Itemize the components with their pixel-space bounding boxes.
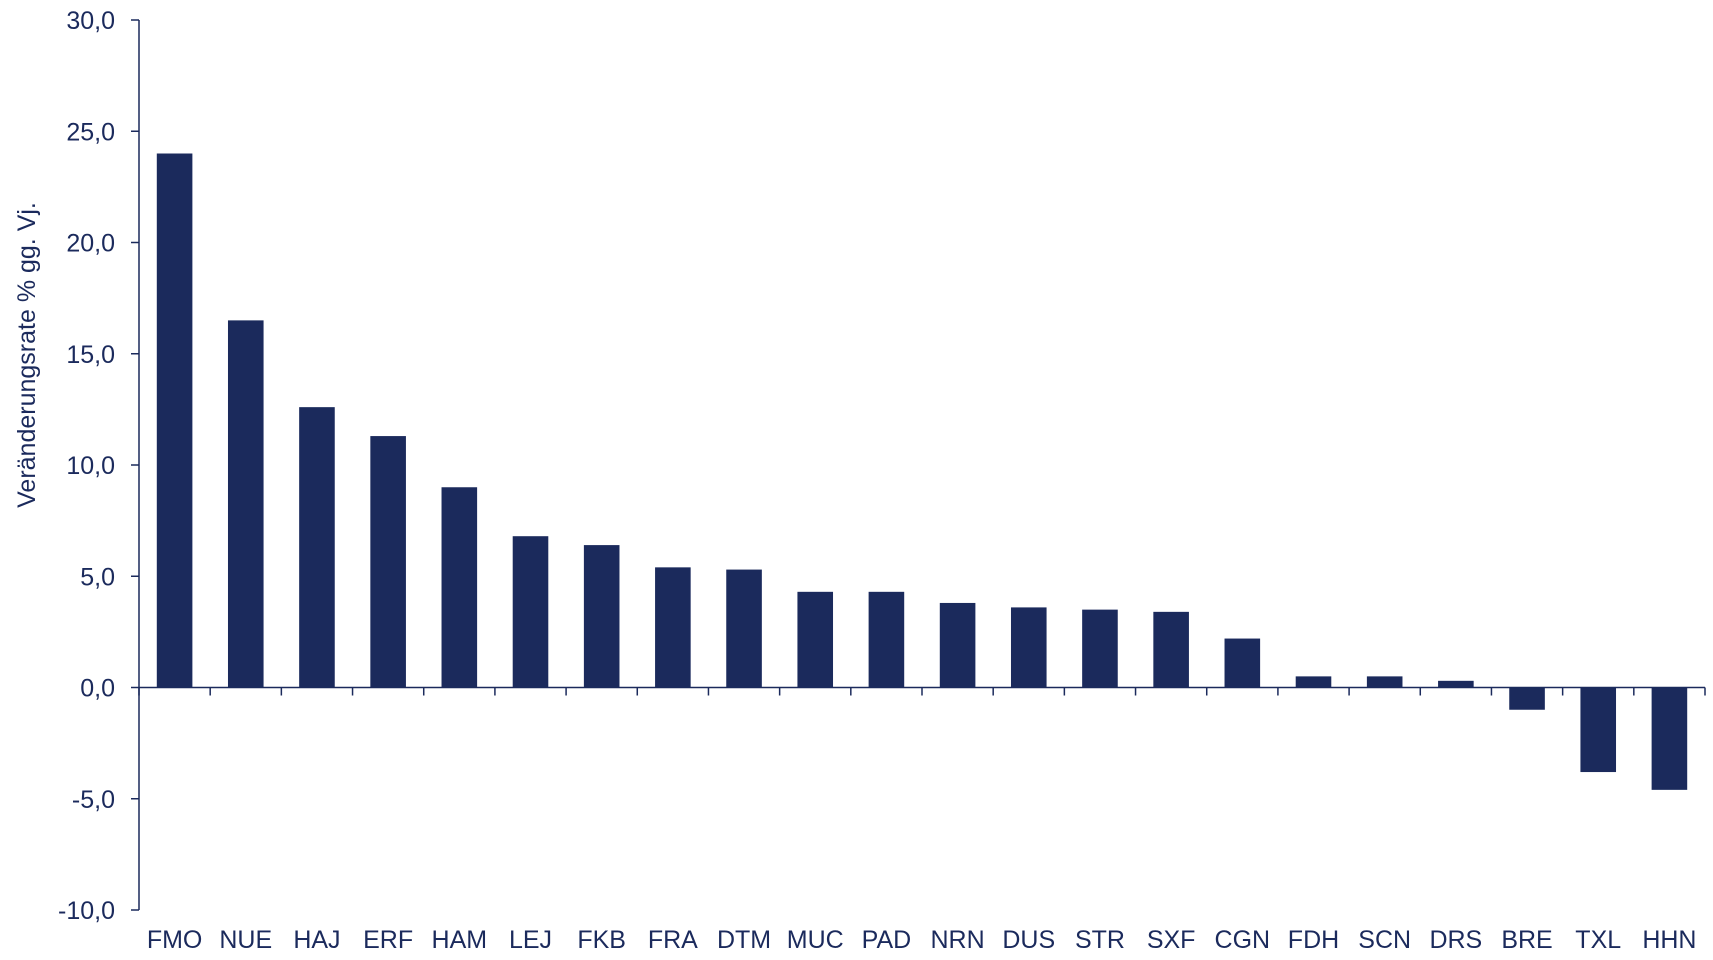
y-tick-label: 25,0 [66, 118, 115, 146]
bars [156, 153, 1688, 790]
bar-scn [1366, 676, 1403, 688]
bar-dtm [726, 569, 762, 688]
bar-muc [797, 591, 834, 688]
x-tick-label: FDH [1288, 926, 1339, 954]
x-tick-label: MUC [787, 926, 844, 954]
y-tick-label: 0,0 [80, 675, 115, 703]
x-tick-label: FKB [577, 926, 626, 954]
bar-haj [299, 407, 335, 688]
bar-hhn [1651, 687, 1688, 790]
bar-fmo [156, 153, 193, 688]
bar-cgn [1224, 638, 1261, 688]
x-tick-label: BRE [1501, 926, 1552, 954]
x-tick-label: PAD [862, 926, 912, 954]
x-tick-label: FRA [648, 926, 698, 954]
x-axis: FMO NUE HAJ ERF HAM LEJ FKB FRA DTM MUC PAD NRN DUS S… [138, 686, 1706, 954]
bar-ham [441, 487, 478, 688]
bar-lej [512, 536, 549, 688]
bar-bre [1509, 687, 1545, 710]
x-tick-label: SCN [1358, 926, 1411, 954]
x-tick-label: STR [1075, 926, 1125, 954]
y-tick-label: 20,0 [66, 230, 115, 258]
x-tick-label: SXF [1147, 926, 1196, 954]
y-tick-label: 5,0 [80, 563, 115, 591]
x-tick-label: HAM [432, 926, 488, 954]
y-tick-label: 15,0 [66, 341, 115, 369]
y-tick-label: -10,0 [58, 897, 115, 925]
x-tick-label: LEJ [509, 926, 552, 954]
x-tick-label: ERF [363, 926, 413, 954]
x-tick-label: DTM [717, 926, 771, 954]
bar-nrn [939, 602, 976, 688]
bar-txl [1580, 687, 1617, 773]
bar-sxf [1153, 611, 1189, 688]
y-axis-title: Veränderungsrate % gg. Vj. [13, 202, 41, 508]
bar-fdh [1295, 676, 1332, 688]
bar-pad [868, 591, 905, 688]
x-tick-label: NRN [931, 926, 985, 954]
bar-str [1082, 609, 1118, 688]
x-tick-label: FMO [147, 926, 203, 954]
x-tick-label: HAJ [293, 926, 340, 954]
x-tick-label: DRS [1429, 926, 1482, 954]
x-tick-label: DUS [1002, 926, 1055, 954]
bar-fkb [583, 545, 620, 688]
bar-nue [227, 320, 264, 688]
x-tick-label: HHN [1642, 926, 1696, 954]
y-axis: 30,0 25,0 20,0 15,0 10,0 5,0 0,0 -5,0 -10,0 [58, 7, 140, 925]
bar-dus [1010, 607, 1047, 688]
y-tick-label: -5,0 [72, 786, 115, 814]
x-tick-label: CGN [1215, 926, 1271, 954]
y-tick-label: 10,0 [66, 452, 115, 480]
x-tick-label: NUE [219, 926, 272, 954]
bar-drs [1438, 680, 1474, 688]
y-tick-label: 30,0 [66, 7, 115, 35]
bar-fra [655, 567, 691, 688]
x-tick-label: TXL [1575, 926, 1621, 954]
bar-erf [370, 436, 406, 688]
